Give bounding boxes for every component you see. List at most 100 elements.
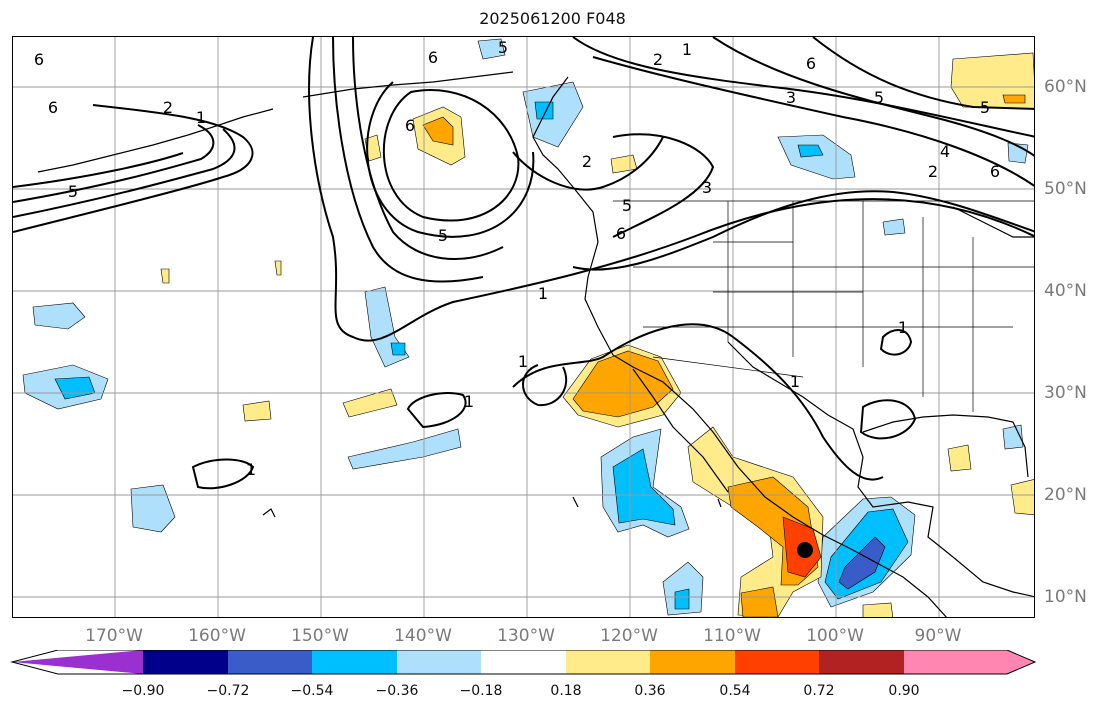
- contour-label: 1: [518, 352, 528, 371]
- shade-yellow: [610, 154, 638, 174]
- shade-yellow: [342, 388, 398, 418]
- contour-label: 2: [653, 50, 663, 69]
- contour-label: 6: [34, 50, 44, 69]
- shade-light-blue: [777, 134, 856, 180]
- shade-light-blue: [32, 302, 86, 330]
- shade-cyan: [797, 144, 824, 158]
- contour-label: 6: [405, 116, 415, 135]
- shade-cyan: [390, 342, 406, 356]
- lon-label: 140°W: [394, 626, 452, 646]
- lon-label: 160°W: [188, 626, 246, 646]
- contour-label: 1: [538, 284, 548, 303]
- contour-label: 6: [806, 54, 816, 73]
- lat-label: 20°N: [1044, 485, 1087, 505]
- shade-light-blue: [662, 561, 704, 616]
- contour-labels: 6 5 6 5 2 1 6 2 6 3 5 5 6 2 4 5 6 6 2 5 …: [34, 38, 1000, 479]
- colorbar-segment: [312, 650, 397, 674]
- colorbar-tick-label: 0.72: [803, 683, 835, 699]
- colorbar-segment: [650, 650, 735, 674]
- contour-label: 3: [786, 88, 796, 107]
- storm-center-marker: [797, 542, 813, 558]
- contour-label: 5: [980, 98, 990, 117]
- lon-label: 110°W: [703, 626, 761, 646]
- contour-label: 6: [990, 162, 1000, 181]
- political-borders: [613, 200, 1034, 412]
- contour-label: 5: [874, 88, 884, 107]
- shade-cyan: [674, 588, 690, 610]
- colorbar-segment: [735, 650, 819, 674]
- contour-label: 6: [48, 98, 58, 117]
- contour-label: 5: [68, 182, 78, 201]
- colorbar-tick-label: −0.18: [459, 683, 503, 699]
- contour-label: 6: [616, 224, 626, 243]
- contour-label: 1: [464, 392, 474, 411]
- colorbar-segment: [228, 650, 312, 674]
- shade-cyan: [534, 101, 554, 120]
- contour-label: 1: [682, 40, 692, 59]
- shade-light-blue: [882, 218, 906, 236]
- contour-lines: [13, 37, 1034, 490]
- colorbar-tick-label: −0.90: [121, 683, 165, 699]
- lon-label: 130°W: [497, 626, 555, 646]
- shade-light-blue: [347, 428, 462, 470]
- colorbar-segment: [566, 650, 650, 674]
- colorbar-tick-label: −0.36: [375, 683, 419, 699]
- map-panel: 6 5 6 5 2 1 6 2 6 3 5 5 6 2 4 5 6 6 2 5 …: [12, 36, 1035, 618]
- colorbar-tick-label: 0.18: [550, 683, 582, 699]
- shade-yellow: [160, 268, 170, 284]
- shade-orange: [422, 116, 454, 146]
- shade-orange: [1002, 94, 1026, 104]
- shade-medium-blue: [838, 536, 886, 590]
- contour-label: 1: [898, 318, 908, 337]
- colorbar-tick-label: −0.54: [290, 683, 334, 699]
- lat-label: 30°N: [1044, 383, 1087, 403]
- shade-light-blue: [477, 38, 506, 60]
- contour-label: 5: [438, 226, 448, 245]
- colorbar-segment: [397, 650, 481, 674]
- contour-label: 5: [622, 196, 632, 215]
- map-canvas: 6 5 6 5 2 1 6 2 6 3 5 5 6 2 4 5 6 6 2 5 …: [13, 37, 1034, 617]
- contour-label: 2: [582, 152, 592, 171]
- colorbar-segment: [904, 650, 1035, 674]
- contour-label: 6: [428, 48, 438, 67]
- shade-orange: [740, 586, 779, 617]
- contour-label: 1: [246, 460, 256, 479]
- lon-label: 90°W: [914, 626, 962, 646]
- lon-label: 120°W: [600, 626, 658, 646]
- lat-label: 10°N: [1044, 587, 1087, 607]
- colorbar-tick-label: 0.36: [634, 683, 666, 699]
- map-title: 2025061200 F048: [479, 9, 626, 28]
- shade-yellow: [1010, 479, 1034, 516]
- colorbar-tick-label: −0.72: [206, 683, 250, 699]
- shade-light-blue: [130, 484, 176, 533]
- colorbar-tick-label: 0.90: [888, 683, 920, 699]
- contour-label: 2: [163, 98, 173, 117]
- shade-yellow: [947, 444, 972, 472]
- colorbar: [10, 650, 1037, 675]
- colorbar-segment: [12, 650, 143, 674]
- colorbar-segment: [819, 650, 904, 674]
- colorbar-segment: [143, 650, 228, 674]
- colorbar-segment: [481, 650, 566, 674]
- contour-label: 5: [498, 38, 508, 57]
- contour-label: 3: [702, 178, 712, 197]
- negative-anomaly-regions: [22, 38, 1029, 616]
- lat-label: 60°N: [1044, 77, 1087, 97]
- lon-label: 100°W: [806, 626, 864, 646]
- shade-orange: [572, 350, 674, 418]
- contour-label: 4: [940, 142, 950, 161]
- shade-yellow: [274, 260, 282, 276]
- shade-cyan: [612, 448, 676, 526]
- shade-yellow: [242, 400, 272, 422]
- lon-label: 150°W: [291, 626, 349, 646]
- colorbar-segments: [12, 650, 1035, 674]
- lat-label: 40°N: [1044, 281, 1087, 301]
- shade-yellow: [862, 602, 894, 617]
- positive-anomaly-regions: [160, 52, 1034, 617]
- contour-label: 2: [928, 162, 938, 181]
- lat-label: 50°N: [1044, 179, 1087, 199]
- contour-label: 1: [196, 108, 206, 127]
- contour-label: 1: [790, 372, 800, 391]
- colorbar-tick-label: 0.54: [719, 683, 751, 699]
- lon-label: 170°W: [85, 626, 143, 646]
